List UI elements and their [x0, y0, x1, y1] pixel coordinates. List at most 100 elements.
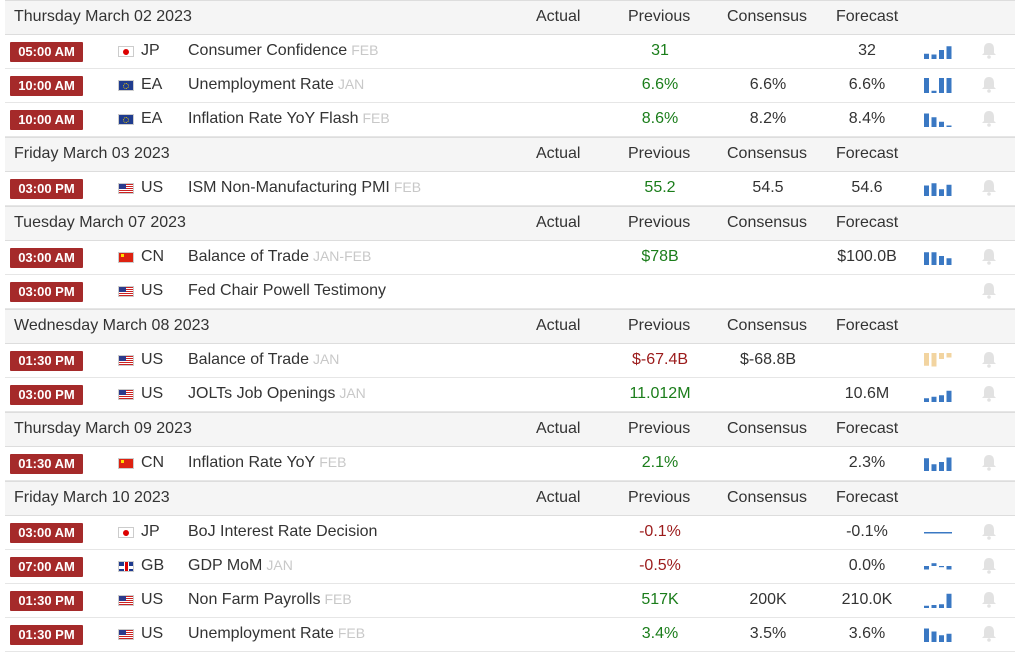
consensus-column-header[interactable]: Consensus: [727, 317, 808, 334]
event-name[interactable]: Unemployment Rate FEB: [188, 625, 365, 643]
event-name-link[interactable]: Balance of Trade: [188, 248, 309, 265]
event-row[interactable]: 03:00 PM US ISM Non-Manufacturing PMI FEB 55…: [5, 172, 1015, 206]
sparkline-chart[interactable]: [922, 77, 954, 94]
bell-icon[interactable]: [980, 247, 998, 267]
consensus-value: 200K: [749, 591, 787, 608]
previous-column-header[interactable]: Previous: [628, 317, 691, 334]
event-name[interactable]: Unemployment Rate JAN: [188, 76, 364, 94]
forecast-column-header[interactable]: Forecast: [836, 214, 899, 231]
sparkline-chart[interactable]: [922, 249, 954, 266]
sparkline-chart[interactable]: [922, 558, 954, 575]
previous-column-header[interactable]: Previous: [628, 489, 691, 506]
sparkline-bar: [946, 184, 952, 196]
event-name-link[interactable]: JOLTs Job Openings: [188, 385, 336, 402]
event-row[interactable]: 01:30 AM CN Inflation Rate YoY FEB 2.1% 2.3%: [5, 447, 1015, 481]
event-name[interactable]: Non Farm Payrolls FEB: [188, 591, 352, 609]
event-name-link[interactable]: Consumer Confidence: [188, 42, 348, 59]
event-name[interactable]: JOLTs Job Openings JAN: [188, 385, 366, 403]
event-name-link[interactable]: Balance of Trade: [188, 351, 309, 368]
sparkline-chart[interactable]: [922, 386, 954, 403]
date-header-row: Friday March 10 2023 Actual Previous Consen…: [5, 481, 1015, 516]
actual-column-header[interactable]: Actual: [536, 8, 581, 25]
sparkline-chart[interactable]: [922, 455, 954, 472]
event-row[interactable]: 03:00 AM CN Balance of Trade JAN-FEB $78B $10…: [5, 241, 1015, 275]
consensus-column-header[interactable]: Consensus: [727, 8, 808, 25]
event-name[interactable]: Fed Chair Powell Testimony: [188, 282, 390, 300]
event-row[interactable]: 10:00 AM EA Inflation Rate YoY Flash FEB 8.6…: [5, 103, 1015, 137]
sparkline-chart[interactable]: [922, 180, 954, 197]
time-badge: 03:00 PM: [10, 385, 83, 405]
event-name-link[interactable]: GDP MoM: [188, 557, 263, 574]
actual-column-header[interactable]: Actual: [536, 145, 581, 162]
bell-icon[interactable]: [980, 624, 998, 644]
event-name-link[interactable]: Inflation Rate YoY Flash: [188, 110, 359, 127]
consensus-column-header[interactable]: Consensus: [727, 420, 808, 437]
event-name[interactable]: Balance of Trade JAN: [188, 351, 339, 369]
previous-column-header[interactable]: Previous: [628, 420, 691, 437]
consensus-column-header[interactable]: Consensus: [727, 145, 808, 162]
event-row[interactable]: 03:00 PM US JOLTs Job Openings JAN 11.012M 10…: [5, 378, 1015, 412]
event-name-link[interactable]: ISM Non-Manufacturing PMI: [188, 179, 390, 196]
event-row[interactable]: 01:30 PM US Balance of Trade JAN $-67.4B $-68…: [5, 344, 1015, 378]
actual-column-header[interactable]: Actual: [536, 420, 581, 437]
actual-column-header[interactable]: Actual: [536, 214, 581, 231]
bell-icon[interactable]: [980, 453, 998, 473]
sparkline-chart[interactable]: [922, 626, 954, 643]
event-name[interactable]: Consumer Confidence FEB: [188, 42, 378, 60]
actual-column-header[interactable]: Actual: [536, 489, 581, 506]
previous-value: 55.2: [644, 179, 676, 196]
previous-value: -0.5%: [639, 557, 681, 574]
event-name-link[interactable]: Unemployment Rate: [188, 76, 334, 93]
bell-icon[interactable]: [980, 384, 998, 404]
event-name-link[interactable]: Inflation Rate YoY: [188, 454, 316, 471]
forecast-column-header[interactable]: Forecast: [836, 317, 899, 334]
sparkline-chart[interactable]: [922, 524, 954, 541]
event-name[interactable]: GDP MoM JAN: [188, 557, 293, 575]
bell-icon[interactable]: [980, 109, 998, 129]
event-name-link[interactable]: Unemployment Rate: [188, 625, 334, 642]
forecast-column-header[interactable]: Forecast: [836, 145, 899, 162]
us-flag-icon: [118, 355, 134, 366]
event-name-link[interactable]: Fed Chair Powell Testimony: [188, 282, 387, 299]
previous-column-header[interactable]: Previous: [628, 145, 691, 162]
bell-icon[interactable]: [980, 590, 998, 610]
event-row[interactable]: 03:00 PM US Fed Chair Powell Testimony: [5, 275, 1015, 309]
sparkline-chart[interactable]: [922, 592, 954, 609]
event-name-link[interactable]: BoJ Interest Rate Decision: [188, 523, 378, 540]
event-name[interactable]: Inflation Rate YoY FEB: [188, 454, 346, 472]
event-name-link[interactable]: Non Farm Payrolls: [188, 591, 321, 608]
sparkline-chart[interactable]: [922, 283, 954, 300]
forecast-column-header[interactable]: Forecast: [836, 8, 899, 25]
actual-column-header[interactable]: Actual: [536, 317, 581, 334]
previous-value: 31: [651, 42, 669, 59]
event-row[interactable]: 10:00 AM EA Unemployment Rate JAN 6.6% 6.6% 6.…: [5, 69, 1015, 103]
event-name[interactable]: BoJ Interest Rate Decision: [188, 523, 381, 541]
event-name[interactable]: ISM Non-Manufacturing PMI FEB: [188, 179, 421, 197]
bell-icon[interactable]: [980, 350, 998, 370]
bell-icon[interactable]: [980, 281, 998, 301]
event-row[interactable]: 05:00 AM JP Consumer Confidence FEB 31 32: [5, 35, 1015, 69]
consensus-column-header[interactable]: Consensus: [727, 489, 808, 506]
event-row[interactable]: 03:00 AM JP BoJ Interest Rate Decision -0.1…: [5, 516, 1015, 550]
bell-icon[interactable]: [980, 41, 998, 61]
bell-icon[interactable]: [980, 556, 998, 576]
time-badge: 01:30 PM: [10, 351, 83, 371]
event-name[interactable]: Inflation Rate YoY Flash FEB: [188, 110, 390, 128]
consensus-column-header[interactable]: Consensus: [727, 214, 808, 231]
bell-icon[interactable]: [980, 75, 998, 95]
bell-icon[interactable]: [980, 178, 998, 198]
bell-icon[interactable]: [980, 522, 998, 542]
sparkline-chart[interactable]: [922, 43, 954, 60]
previous-column-header[interactable]: Previous: [628, 214, 691, 231]
forecast-column-header[interactable]: Forecast: [836, 420, 899, 437]
sparkline-chart[interactable]: [922, 111, 954, 128]
forecast-column-header[interactable]: Forecast: [836, 489, 899, 506]
previous-column-header[interactable]: Previous: [628, 8, 691, 25]
event-name[interactable]: Balance of Trade JAN-FEB: [188, 248, 371, 266]
sparkline-chart[interactable]: [922, 352, 954, 369]
country-code: CN: [141, 248, 165, 265]
event-row[interactable]: 07:00 AM GB GDP MoM JAN -0.5% 0.0%: [5, 550, 1015, 584]
us-flag-icon: [118, 629, 134, 640]
event-row[interactable]: 01:30 PM US Unemployment Rate FEB 3.4% 3.5% 3.…: [5, 618, 1015, 652]
event-row[interactable]: 01:30 PM US Non Farm Payrolls FEB 517K 200K 21…: [5, 584, 1015, 618]
